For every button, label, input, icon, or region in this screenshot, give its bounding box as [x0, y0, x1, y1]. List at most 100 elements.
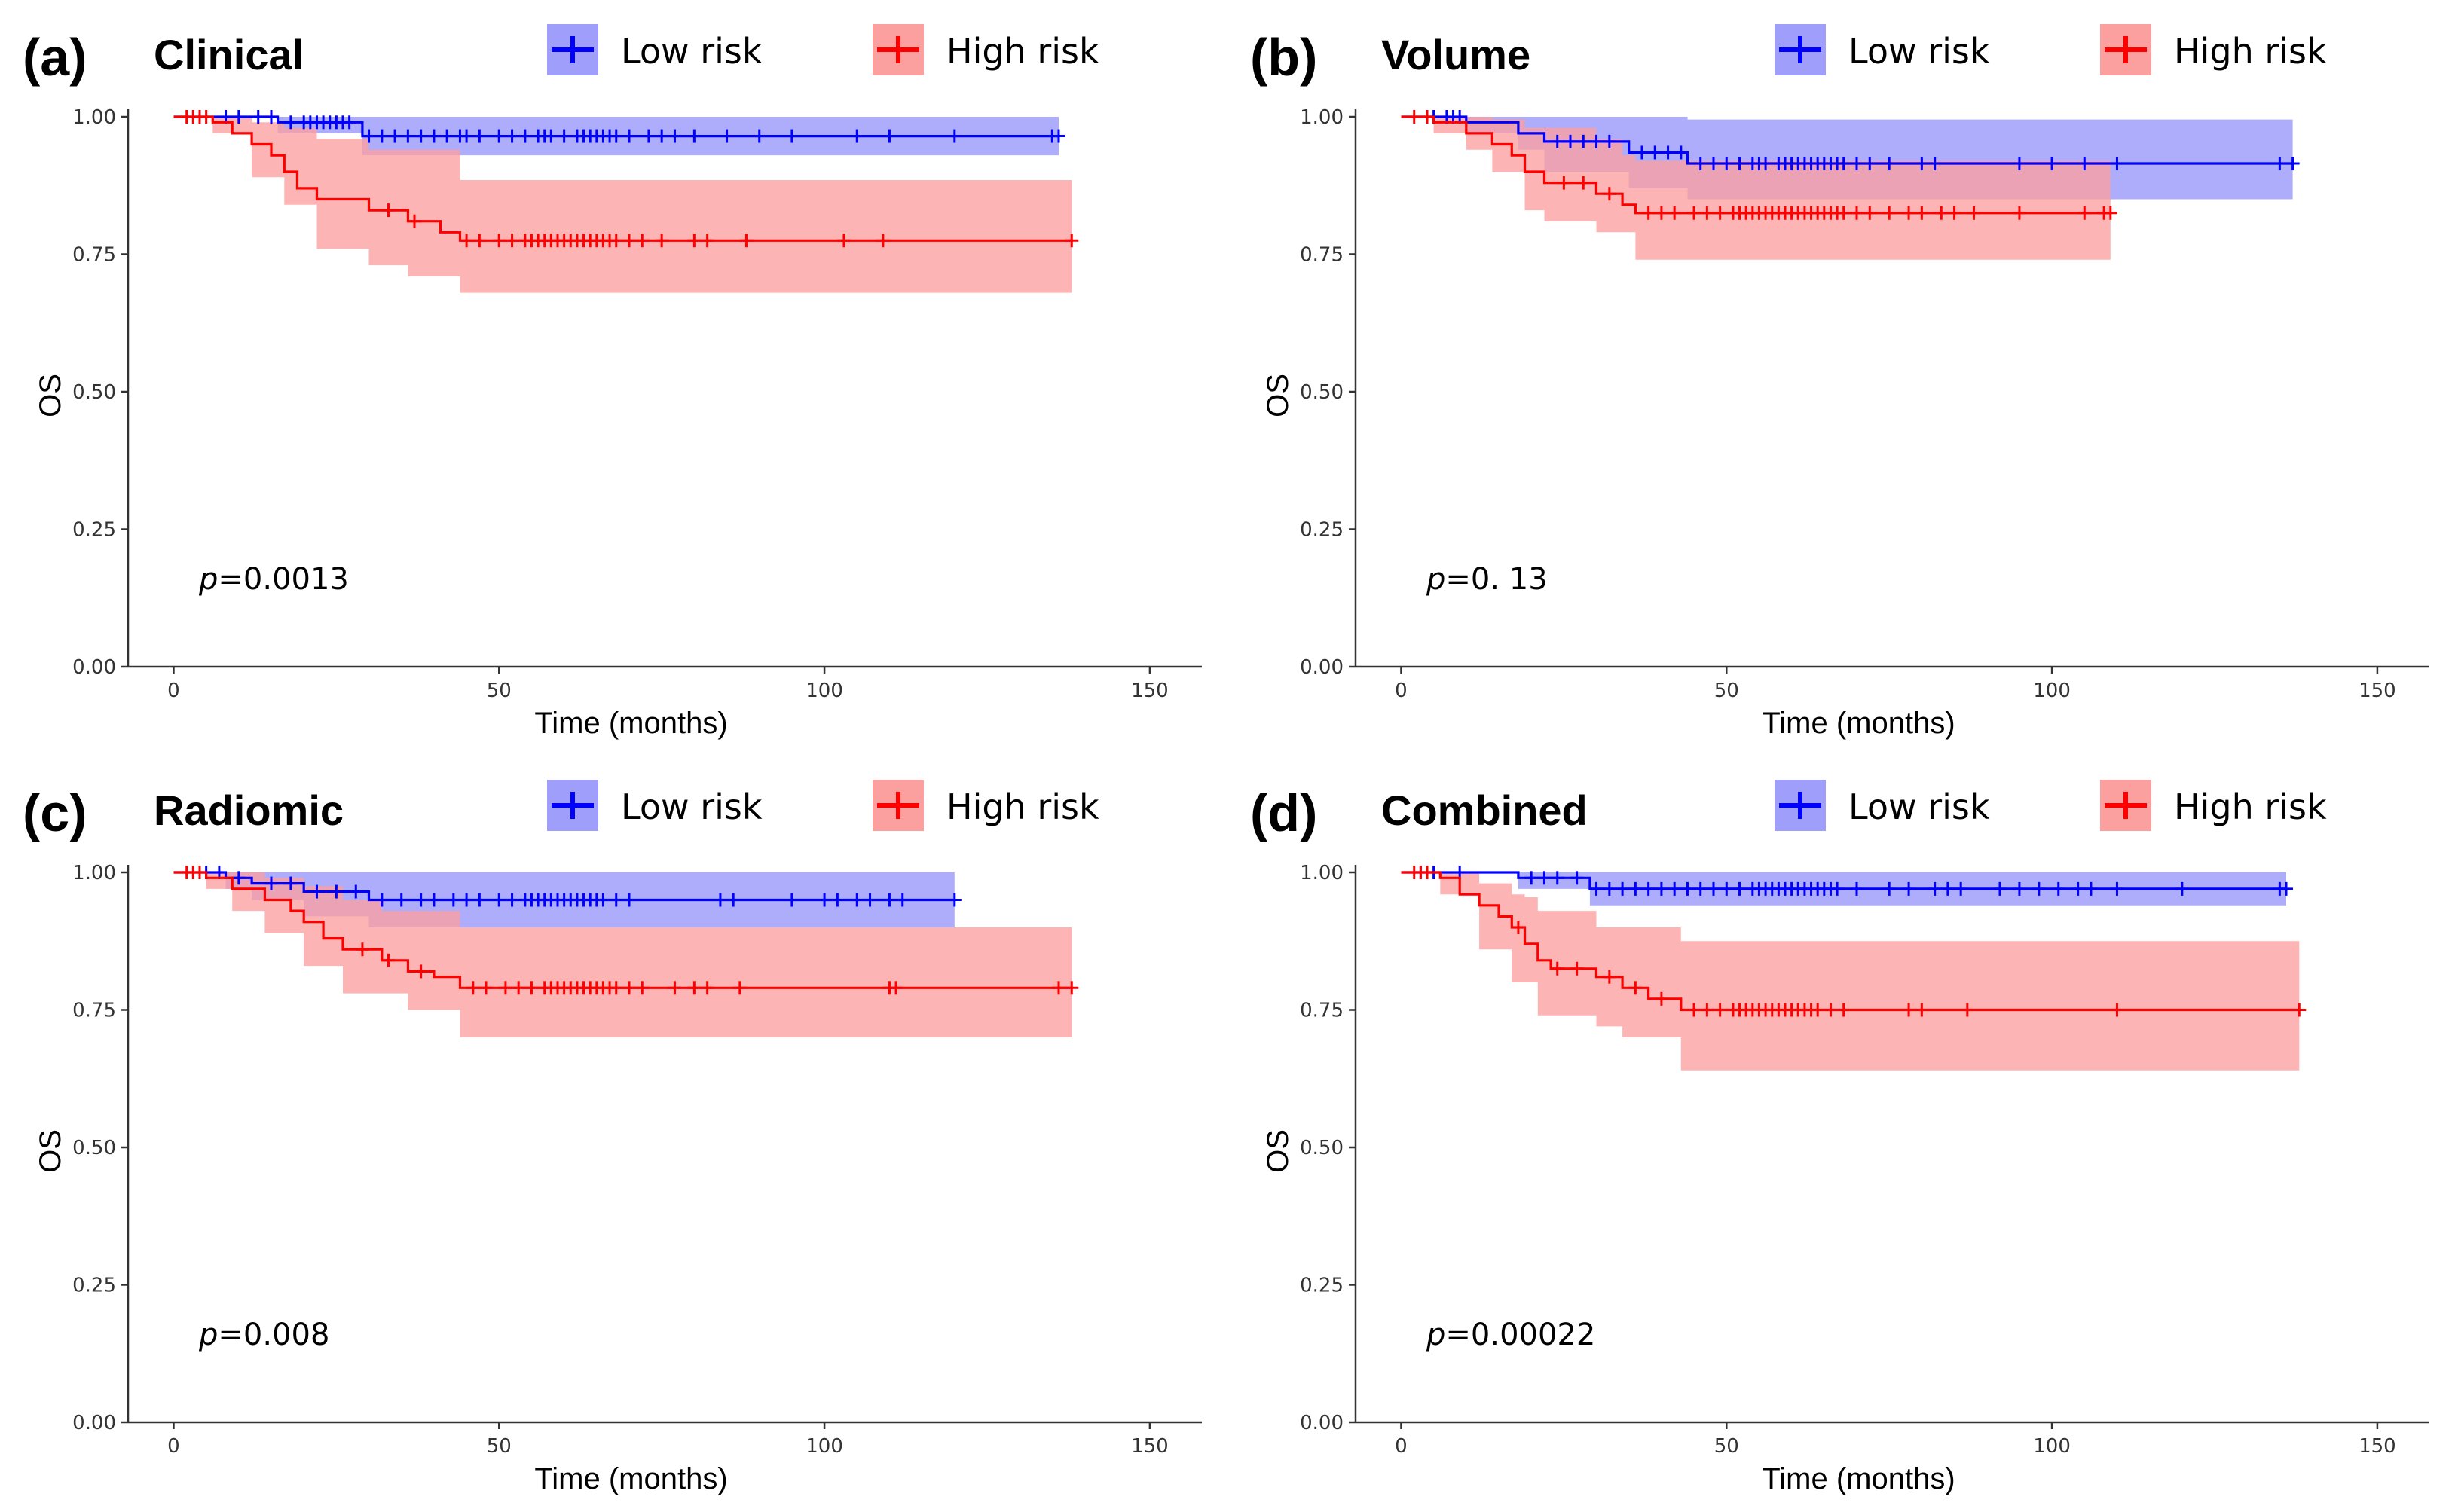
y-tick-label: 0.25	[1300, 1275, 1344, 1297]
km-plot-svg: (c) Radiomic Low risk High risk 0.00 0.25 0.50…	[23, 780, 1202, 1495]
y-tick-label: 0.50	[1300, 381, 1344, 404]
censor-mark-low-risk	[1680, 881, 1695, 896]
censor-mark-low-risk	[375, 129, 389, 143]
censor-mark-high-risk	[1602, 970, 1616, 984]
panel-title: Clinical	[154, 31, 304, 78]
censor-mark-low-risk	[414, 129, 428, 143]
y-tick-label: 0.75	[1300, 1000, 1344, 1022]
x-tick-label: 0	[1395, 680, 1408, 702]
p-value-annotation: p=0.00022	[1426, 1318, 1595, 1352]
p-value-text: =0.0013	[218, 562, 348, 597]
censor-mark-high-risk	[1700, 206, 1714, 220]
legend-item-low-risk: Low risk	[1775, 24, 1990, 75]
ci-band-high-risk	[173, 872, 1072, 1037]
censor-mark-low-risk	[1628, 881, 1643, 896]
censor-mark-low-risk	[1052, 129, 1065, 143]
legend-item-high-risk: High risk	[873, 24, 1099, 75]
censor-mark-low-risk	[1602, 881, 1616, 896]
censor-mark-low-risk	[310, 884, 324, 899]
censor-mark-high-risk	[408, 214, 421, 228]
censor-mark-high-risk	[498, 981, 512, 995]
plus-cross-icon	[552, 792, 594, 819]
censor-mark-high-risk	[732, 981, 747, 995]
y-axis-label: OS	[1261, 374, 1295, 417]
censor-mark-high-risk	[687, 981, 702, 995]
censor-mark-low-risk	[2077, 157, 2092, 171]
legend-label-low-risk: Low risk	[1848, 31, 1990, 72]
ci-band-high-risk	[1401, 117, 2111, 260]
censor-mark-high-risk	[1700, 1003, 1714, 1017]
censor-mark-low-risk	[863, 893, 877, 907]
x-tick-label: 0	[167, 680, 180, 702]
y-tick-label: 0.50	[1300, 1137, 1344, 1159]
censor-mark-high-risk	[2110, 1003, 2124, 1017]
censor-mark-high-risk	[355, 942, 369, 957]
censor-mark-low-risk	[2012, 157, 2026, 171]
censor-mark-low-risk	[609, 893, 623, 907]
y-tick-label: 0.00	[1300, 1412, 1344, 1434]
x-tick-label: 150	[1131, 680, 1169, 702]
x-tick-label: 50	[487, 1435, 512, 1458]
censor-mark-low-risk	[472, 129, 487, 143]
censor-mark-low-risk	[655, 129, 669, 143]
censor-mark-high-risk	[2077, 206, 2092, 220]
censor-mark-low-risk	[231, 110, 246, 124]
plus-cross-icon	[2105, 36, 2147, 63]
censor-mark-low-risk	[726, 893, 741, 907]
censor-mark-low-risk	[264, 876, 278, 890]
censor-mark-high-risk	[876, 234, 890, 248]
censor-mark-low-risk	[440, 129, 454, 143]
censor-mark-low-risk	[850, 129, 864, 143]
censor-mark-low-risk	[1720, 881, 1734, 896]
censor-mark-high-risk	[1654, 991, 1668, 1006]
panel-letter: (d)	[1250, 783, 1317, 842]
censor-mark-low-risk	[1863, 157, 1877, 171]
censor-mark-high-risk	[2292, 1003, 2307, 1017]
censor-mark-high-risk	[609, 234, 623, 248]
censor-mark-low-risk	[1732, 157, 1747, 171]
y-axis-label: OS	[34, 374, 67, 417]
x-tick-label: 100	[806, 680, 843, 702]
x-tick-label: 100	[806, 1435, 843, 1458]
censor-mark-low-risk	[1616, 881, 1630, 896]
p-value-annotation: p=0. 13	[1426, 562, 1548, 597]
censor-mark-low-risk	[720, 129, 734, 143]
km-plot-svg: (d) Combined Low risk High risk 0.00 0.25 0.50…	[1250, 780, 2429, 1495]
censor-mark-low-risk	[1641, 881, 1656, 896]
plus-cross-icon	[877, 36, 919, 63]
panel-volume: (b) Volume Low risk High risk 0.00 0.25 0.50 0.…	[1228, 0, 2455, 756]
censor-mark-high-risk	[622, 981, 636, 995]
censor-mark-low-risk	[394, 893, 408, 907]
panel-title: Radiomic	[154, 787, 344, 834]
censor-mark-low-risk	[1648, 145, 1662, 160]
censor-mark-high-risk	[1882, 206, 1897, 220]
censor-mark-high-risk	[700, 981, 714, 995]
censor-mark-high-risk	[492, 234, 506, 248]
censor-mark-low-risk	[1954, 881, 1968, 896]
panel-title: Combined	[1381, 787, 1588, 834]
censor-mark-low-risk	[460, 129, 474, 143]
censor-mark-high-risk	[1713, 1003, 1727, 1017]
x-tick-label: 50	[1714, 1435, 1739, 1458]
y-tick-label: 0.00	[1300, 656, 1344, 679]
censor-mark-high-risk	[1052, 981, 1065, 995]
censor-mark-low-risk	[375, 893, 389, 907]
y-tick-label: 1.00	[1300, 106, 1344, 129]
censor-mark-high-risk	[1557, 176, 1571, 190]
y-tick-label: 0.25	[1300, 519, 1344, 542]
censor-mark-high-risk	[460, 234, 474, 248]
censor-mark-low-risk	[882, 893, 897, 907]
censor-mark-low-risk	[472, 893, 487, 907]
censor-mark-low-risk	[1654, 881, 1668, 896]
censor-mark-low-risk	[947, 129, 962, 143]
censor-mark-high-risk	[1836, 1003, 1851, 1017]
panel-clinical: (a) Clinical Low risk High risk 0.00 0.25 0.50…	[0, 0, 1228, 756]
panel-letter: (b)	[1250, 28, 1317, 87]
y-axis-label: OS	[1261, 1129, 1295, 1173]
censor-mark-low-risk	[426, 893, 441, 907]
censor-marks-low-risk	[219, 110, 1065, 143]
x-tick-label: 0	[167, 1435, 180, 1458]
censor-mark-low-risk	[1576, 134, 1591, 148]
y-tick-label: 1.00	[72, 862, 116, 884]
censor-mark-low-risk	[1635, 145, 1649, 160]
